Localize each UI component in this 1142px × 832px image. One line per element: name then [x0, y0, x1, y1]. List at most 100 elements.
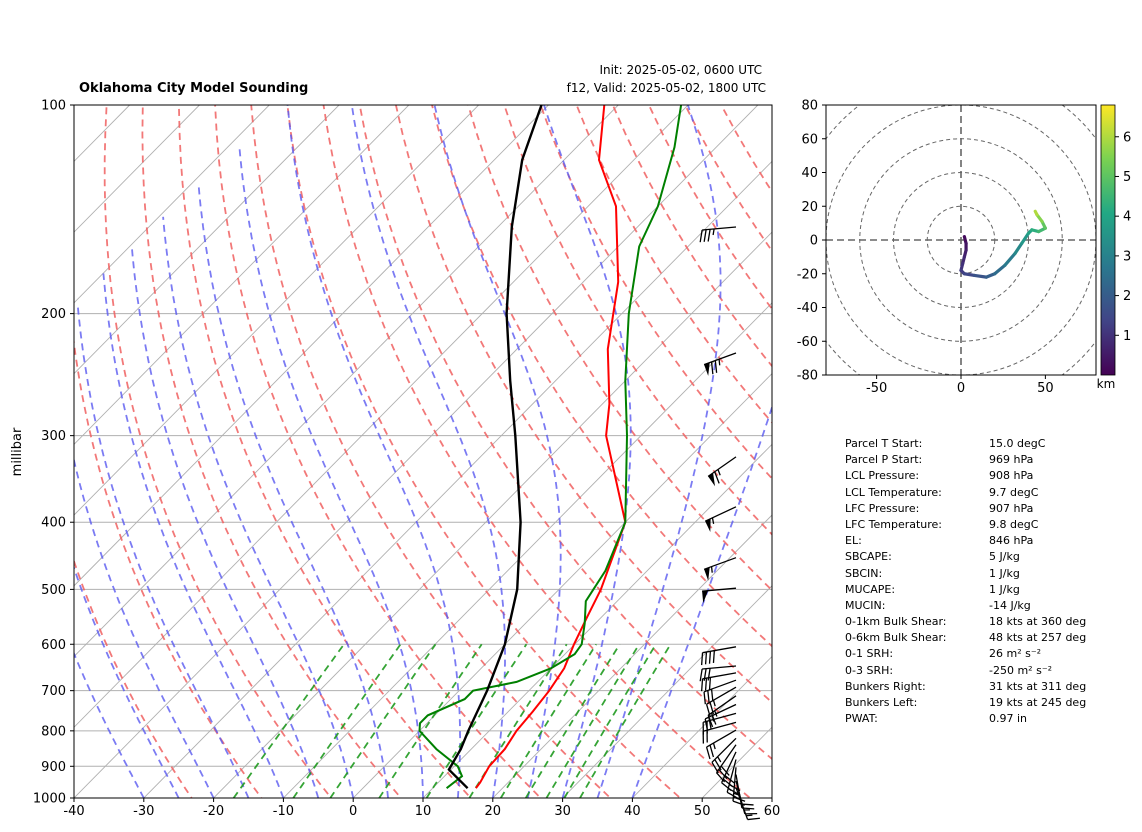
y-tick-label: 200: [41, 307, 66, 322]
parameter-value: 1 J/kg: [989, 582, 1020, 596]
parameter-row: LCL Pressure: 908 hPa: [845, 468, 1105, 484]
parameter-label: LCL Pressure:: [845, 469, 920, 483]
barb-half: [746, 814, 753, 817]
isotherm-line: [143, 160, 772, 798]
isotherm-line: [74, 105, 549, 587]
wind-barb: [705, 686, 737, 717]
parameter-label: LFC Temperature:: [845, 517, 943, 531]
barb-full: [724, 774, 736, 784]
parameter-value: 26 m² s⁻²: [989, 647, 1042, 661]
moist-adiabat: [286, 105, 461, 798]
x-tick-label: -10: [273, 804, 294, 819]
barb-full: [711, 762, 719, 774]
hodo-segment: [1020, 231, 1031, 245]
parameter-label: PWAT:: [845, 712, 878, 726]
barb-full: [699, 229, 703, 243]
y-tick-label: 1000: [33, 792, 66, 807]
isotherm-line: [74, 105, 479, 516]
wind-barb: [707, 456, 737, 487]
dry-adiabat: [74, 558, 193, 798]
barb-shaft: [703, 721, 737, 732]
mixing-ratio-line: [425, 643, 528, 798]
y-axis-label: millibar: [10, 427, 25, 476]
parameter-row: MUCIN: -14 J/kg: [845, 598, 1105, 614]
parameter-value: 18 kts at 360 deg: [989, 615, 1087, 629]
barb-full: [710, 689, 714, 702]
parameter-row: SBCIN: 1 J/kg: [845, 566, 1105, 582]
x-tick-label: 20: [485, 804, 502, 819]
x-tick-label: 50: [694, 804, 711, 819]
hodograph-trace: [959, 209, 1047, 279]
parameter-row: Bunkers Left: 19 kts at 245 deg: [845, 695, 1105, 711]
barb-shaft: [706, 686, 737, 705]
barb-half: [717, 756, 722, 763]
wind-barb: [715, 744, 737, 783]
barb-full: [704, 718, 709, 732]
moist-adiabat: [74, 456, 215, 798]
barb-shaft: [704, 703, 737, 720]
hodo-x-tick-label: 0: [957, 381, 965, 396]
barb-full: [710, 361, 714, 375]
y-tick-label: 100: [41, 99, 66, 114]
parameter-value: 0.97 in: [989, 712, 1028, 726]
barb-full: [705, 704, 711, 717]
colorbar-tick-label: 3: [1123, 249, 1131, 264]
hodo-y-tick-label: -20: [797, 267, 818, 282]
y-tick-label: 800: [41, 724, 66, 739]
dry-adiabat: [103, 105, 333, 798]
parameter-value: 9.7 degC: [989, 485, 1039, 499]
parameter-value: 1 J/kg: [989, 566, 1020, 580]
moist-adiabat: [76, 305, 250, 798]
barb-full: [703, 691, 706, 705]
hodo-y-tick-label: 60: [801, 132, 818, 147]
barb-full: [708, 651, 712, 664]
barb-half: [717, 469, 721, 476]
x-tick-label: 30: [554, 804, 571, 819]
barb-half: [714, 710, 718, 717]
hodograph-axes: -50 0 50 -80 -60 -40 -20 0 20 40 60 80: [797, 99, 1054, 397]
parameter-row: Parcel T Start: 15.0 degC: [845, 436, 1105, 452]
hodo-x-tick-label: -50: [866, 381, 887, 396]
barb-shaft: [702, 672, 737, 680]
parameter-label: SBCIN:: [845, 566, 883, 580]
parameter-row: LFC Pressure: 907 hPa: [845, 501, 1105, 517]
parameter-row: Bunkers Right: 31 kts at 311 deg: [845, 679, 1105, 695]
colorbar-tick-label: 4: [1123, 210, 1131, 225]
barb-shaft: [703, 557, 737, 570]
moist-adiabat: [197, 183, 389, 798]
barb-shaft: [721, 751, 737, 783]
parcel-profile: [447, 105, 543, 790]
barb-full: [726, 791, 739, 799]
barb-full: [721, 782, 732, 792]
parameter-value: 19 kts at 245 deg: [989, 696, 1087, 709]
parameter-value: 15.0 degC: [989, 437, 1046, 450]
parameter-row: 0-1km Bulk Shear: 18 kts at 360 deg: [845, 614, 1105, 630]
parameter-table: Parcel T Start: 15.0 degC Parcel P Start: 9…: [845, 436, 1105, 727]
isotherm-line: [74, 105, 270, 304]
parameter-row: Parcel P Start: 969 hPa: [845, 452, 1105, 468]
barb-full: [704, 651, 708, 665]
barb-half: [712, 228, 715, 236]
y-tick-label: 700: [41, 684, 66, 699]
barb-shaft: [706, 729, 737, 748]
hodo-segment: [993, 263, 1007, 276]
dry-adiabat: [539, 105, 772, 480]
barb-full: [707, 715, 714, 728]
barb-half: [712, 742, 716, 750]
barb-full: [722, 778, 734, 788]
barb-full: [720, 765, 730, 776]
moist-adiabat: [433, 105, 562, 798]
parameter-value: 846 hPa: [989, 534, 1034, 548]
chart-title: Oklahoma City Model Sounding: [79, 81, 308, 96]
barb-flag: [702, 590, 709, 604]
moist-adiabat: [631, 404, 772, 798]
x-tick-label: 60: [764, 804, 781, 819]
hodo-y-tick-label: 0: [810, 234, 818, 249]
y-tick-label: 300: [41, 429, 66, 444]
y-tick-label: 400: [41, 516, 66, 531]
isotherm-line: [561, 585, 772, 798]
parameter-value: 908 hPa: [989, 469, 1034, 483]
parameter-value: 907 hPa: [989, 501, 1034, 515]
barb-full: [741, 807, 755, 810]
hodo-segment: [962, 272, 977, 278]
